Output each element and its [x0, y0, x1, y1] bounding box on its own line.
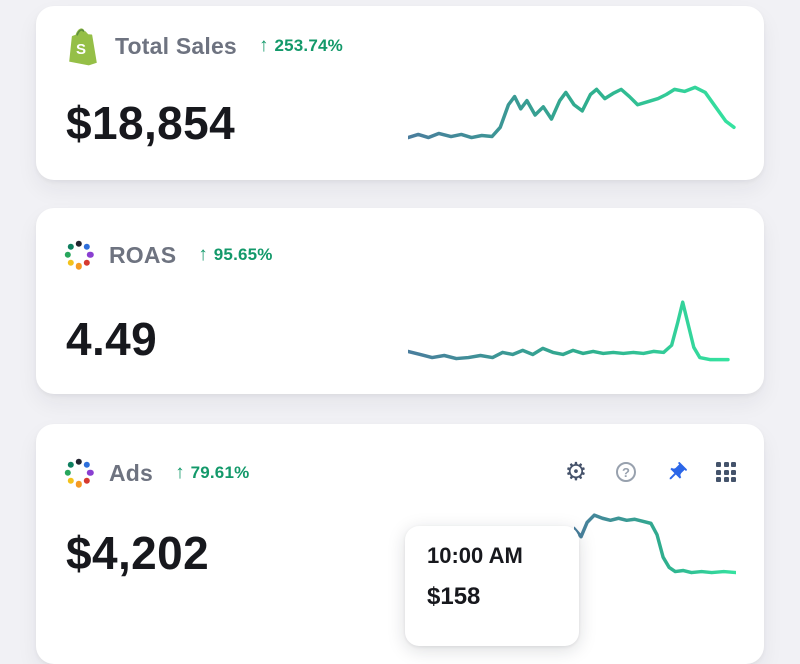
pushpin-icon [669, 461, 687, 479]
sparkline-chart[interactable] [408, 294, 730, 376]
sparkline-chart[interactable] [574, 508, 736, 590]
change-percent: 95.65% [213, 245, 273, 264]
card-header: Ads ↑ 79.61% [64, 458, 249, 488]
ads-card: Ads ↑ 79.61% ⚙ ? $4,202 [36, 424, 764, 664]
metric-value: $4,202 [66, 527, 210, 579]
up-arrow-icon: ↑ [258, 35, 269, 56]
question-icon: ? [616, 462, 636, 482]
tooltip-value: $158 [427, 583, 481, 610]
card-toolbar: ⚙ ? [564, 457, 738, 486]
roas-card: ROAS ↑ 95.65% 4.49 [36, 208, 764, 394]
svg-text:S: S [76, 41, 86, 58]
change-percent: 79.61% [190, 463, 250, 482]
change-indicator: ↑ 79.61% [175, 462, 249, 484]
grid-icon [716, 462, 736, 482]
metric-label: Ads [109, 459, 154, 486]
card-header: ROAS ↑ 95.65% [64, 240, 273, 270]
up-arrow-icon: ↑ [175, 462, 185, 483]
settings-button[interactable]: ⚙ [564, 457, 588, 486]
dot-ring-icon [64, 458, 94, 488]
card-header: S Total Sales ↑ 253.74% [64, 26, 343, 66]
up-arrow-icon: ↑ [198, 244, 208, 265]
tooltip-time: 10:00 AM [427, 543, 523, 568]
change-indicator: ↑ 95.65% [198, 244, 272, 266]
metric-value: 4.49 [66, 313, 158, 365]
help-button[interactable]: ? [614, 460, 638, 484]
change-percent: 253.74% [274, 36, 343, 55]
apps-button[interactable] [714, 460, 738, 484]
sparkline-chart[interactable] [408, 74, 736, 156]
change-indicator: ↑ 253.74% [259, 35, 343, 57]
gear-icon: ⚙ [564, 457, 588, 486]
shopify-icon: S [64, 26, 100, 66]
pin-button[interactable] [664, 460, 688, 484]
dot-ring-icon [64, 240, 94, 270]
total-sales-card: S Total Sales ↑ 253.74% $18,854 [36, 6, 764, 180]
metric-label: Total Sales [115, 32, 237, 59]
metric-label: ROAS [109, 241, 177, 268]
metric-value: $18,854 [66, 97, 236, 149]
chart-tooltip: 10:00 AM $158 [405, 526, 579, 646]
